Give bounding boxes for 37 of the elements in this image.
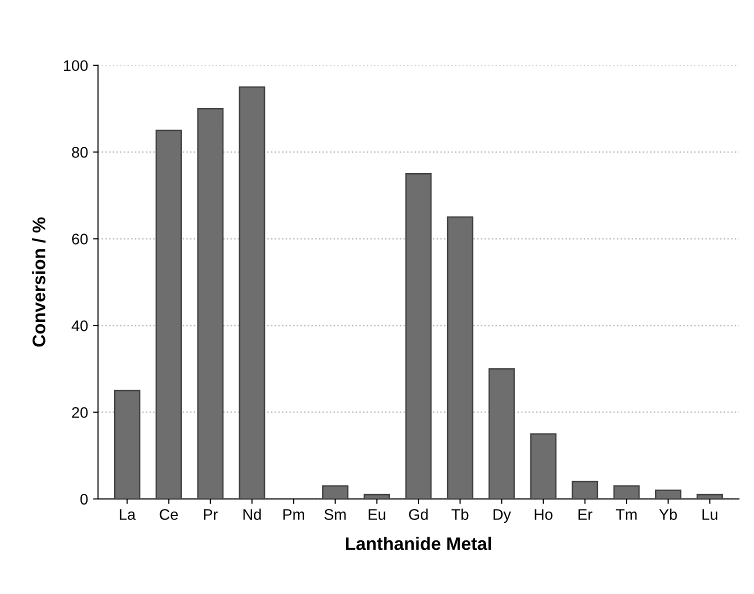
x-tick-label: Sm: [324, 509, 346, 520]
x-tick-label: Lu: [702, 509, 718, 520]
y-axis-title: Conversion / %: [32, 217, 46, 347]
x-tick-label: Gd: [409, 508, 428, 520]
x-tick-label: Ce: [160, 509, 178, 520]
bar: [156, 130, 182, 499]
y-tick-label: 100: [64, 60, 88, 72]
bar: [238, 86, 266, 499]
bar: [530, 433, 556, 499]
x-tick-label: Pm: [283, 509, 304, 520]
x-tick-label: Pr: [204, 509, 218, 520]
x-tick-label: Eu: [368, 509, 386, 520]
bar: [405, 173, 432, 499]
bar: [114, 390, 140, 499]
bar: [696, 494, 723, 499]
bar: [488, 368, 515, 499]
x-tick-label: Yb: [659, 508, 677, 520]
y-tick-label: 0: [80, 494, 88, 505]
x-tick-label: Ho: [534, 509, 552, 520]
bar: [197, 108, 224, 499]
y-tick-label: 40: [72, 320, 88, 332]
bar: [613, 485, 640, 499]
bar: [322, 485, 348, 499]
x-tick-label: Tm: [616, 509, 637, 520]
y-tick-label: 80: [72, 146, 88, 158]
x-tick-label: Nd: [243, 508, 261, 520]
bar: [364, 494, 390, 499]
bar: [446, 216, 474, 499]
bar: [654, 490, 682, 499]
bar: [572, 480, 598, 499]
x-tick-label: Er: [578, 509, 592, 520]
y-tick-label: 20: [72, 407, 88, 418]
y-tick-label: 60: [72, 234, 88, 244]
x-tick-label: Tb: [452, 508, 468, 520]
x-axis-title: Lanthanide Metal: [346, 536, 491, 550]
x-tick-label: La: [120, 509, 136, 520]
x-tick-label: Dy: [494, 509, 512, 523]
